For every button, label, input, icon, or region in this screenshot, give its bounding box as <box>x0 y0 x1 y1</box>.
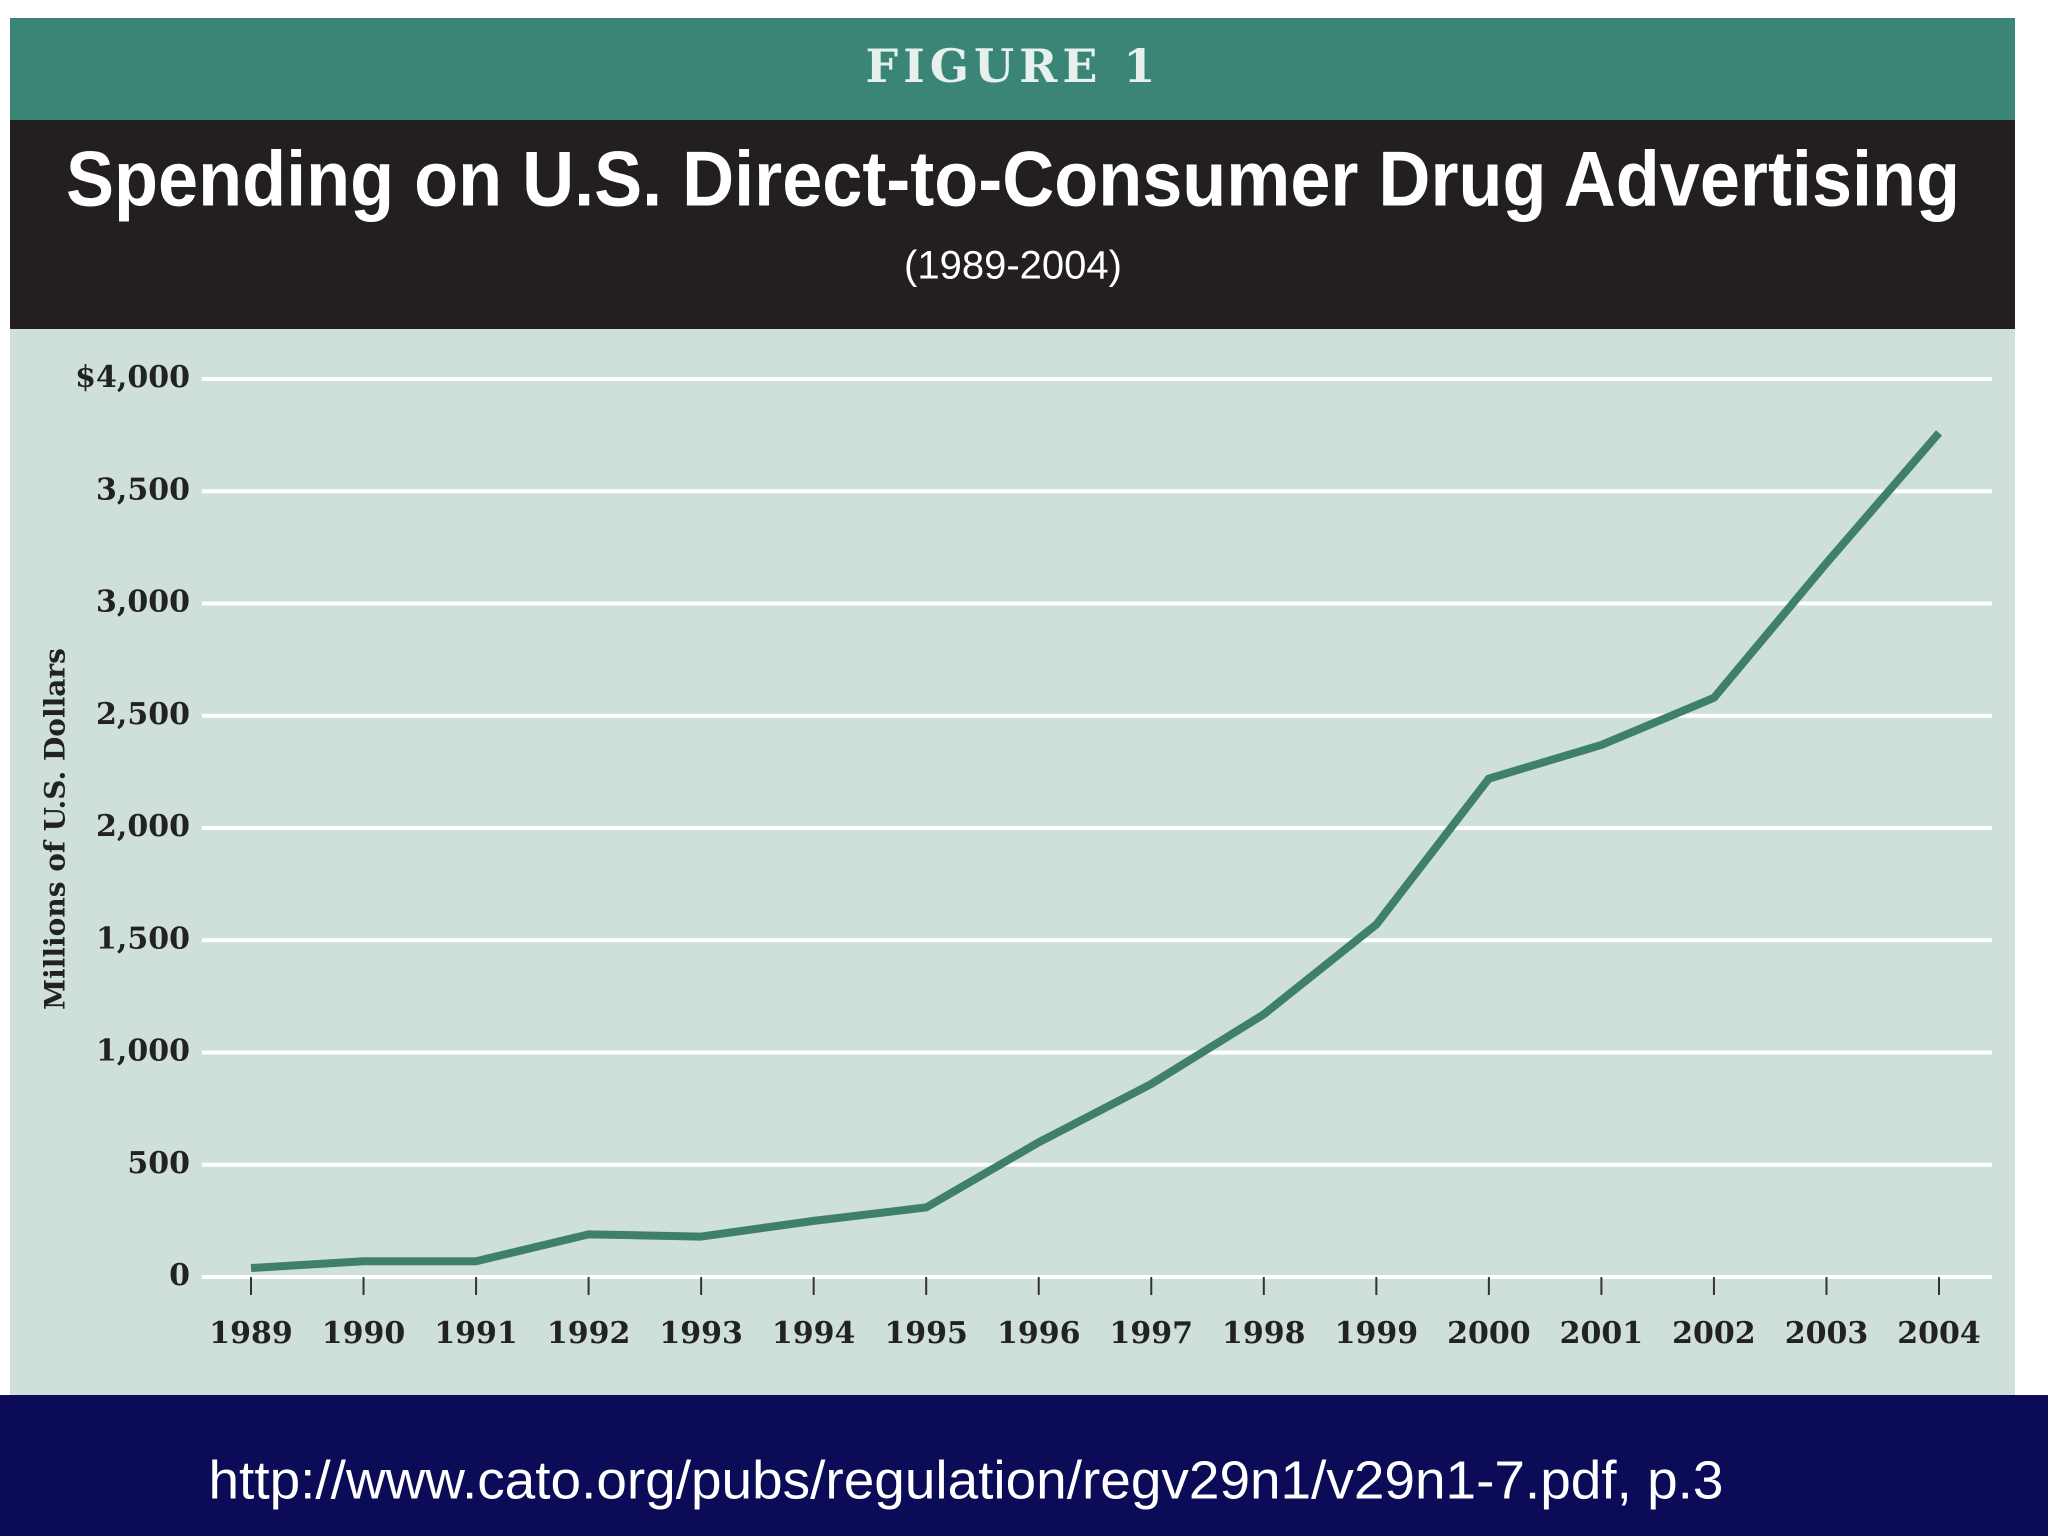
x-tick-label: 2002 <box>1672 1316 1756 1351</box>
y-axis-label: Millions of U.S. Dollars <box>39 648 72 1010</box>
x-tick-label: 1998 <box>1222 1316 1306 1351</box>
data-line <box>250 430 1943 1273</box>
x-tick-label: 1997 <box>1110 1316 1194 1351</box>
x-tick-label: 1990 <box>322 1316 406 1351</box>
y-tick-label: 3,500 <box>96 472 190 507</box>
y-tick-label: $4,000 <box>75 360 190 395</box>
x-tick-label: 2001 <box>1560 1316 1644 1351</box>
y-tick-label: 1,000 <box>96 1034 190 1069</box>
title-band <box>10 120 2015 330</box>
chart-subtitle: (1989-2004) <box>904 244 1122 288</box>
plot-panel <box>10 329 2015 1395</box>
x-tick-label: 2000 <box>1447 1316 1531 1351</box>
x-tick-label: 1999 <box>1335 1316 1419 1351</box>
x-tick-label: 1996 <box>997 1316 1081 1351</box>
x-tick-label: 1992 <box>547 1316 631 1351</box>
y-tick-label: 2,000 <box>96 809 190 844</box>
x-tick-label: 1994 <box>772 1316 856 1351</box>
header-band <box>10 18 2015 121</box>
x-tick-label: 2004 <box>1897 1316 1981 1351</box>
source-band <box>0 1395 2048 1536</box>
y-tick-label: 1,500 <box>96 921 190 956</box>
x-tick-label: 1991 <box>434 1316 518 1351</box>
x-tick-label: 1995 <box>884 1316 968 1351</box>
y-tick-label: 2,500 <box>96 697 190 732</box>
y-tick-label: 500 <box>127 1146 190 1181</box>
source-url: http://www.cato.org/pubs/regulation/regv… <box>209 1450 1724 1510</box>
x-tick-label: 1993 <box>659 1316 743 1351</box>
x-tick-label: 1989 <box>209 1316 293 1351</box>
y-tick-label: 0 <box>169 1258 190 1293</box>
chart-title: Spending on U.S. Direct-to-Consumer Drug… <box>66 135 1960 223</box>
figure-label: FIGURE 1 <box>866 39 1161 93</box>
y-tick-label: 3,000 <box>96 585 190 620</box>
x-tick-label: 2003 <box>1785 1316 1869 1351</box>
